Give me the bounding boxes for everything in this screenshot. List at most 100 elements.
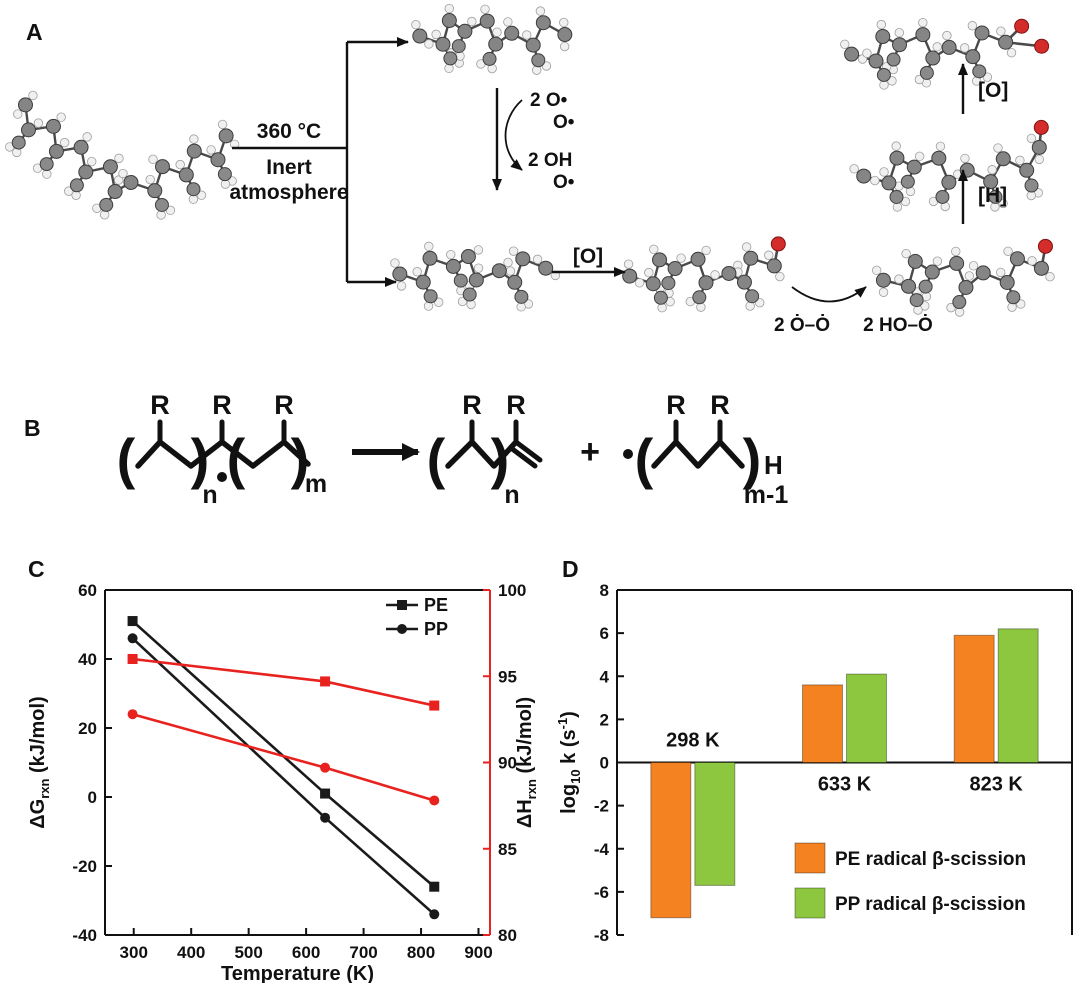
x-tick-label: 300 <box>120 943 148 962</box>
carbon-atom <box>907 253 923 269</box>
backbone-zigzag <box>445 439 519 469</box>
carbon-atom <box>972 64 987 79</box>
carbon-atom <box>844 46 860 62</box>
hydrogen-atom <box>968 261 979 271</box>
carbon-atom <box>889 150 905 166</box>
hydrogen-atom <box>701 245 711 256</box>
hydrogen-atom <box>433 297 444 307</box>
carbon-atom <box>915 27 931 43</box>
carbon-atom <box>488 36 504 52</box>
data-point-marker-square <box>397 600 407 610</box>
r-group-label: R <box>666 390 686 420</box>
carbon-atom <box>457 23 473 39</box>
carbon-atom <box>178 167 194 183</box>
pyrolysis-temperature-label: 360 °C <box>257 120 321 143</box>
hydrogen-atom <box>492 27 502 37</box>
x-tick-label: 400 <box>177 943 205 962</box>
carbon-atom <box>949 255 965 271</box>
carbon-layer <box>875 251 1049 310</box>
hydrogen-atom <box>840 39 850 49</box>
carbon-atom <box>690 251 706 267</box>
carbon-atom <box>941 39 957 55</box>
carbon-atom <box>20 122 36 138</box>
hydrogen-atom <box>508 246 519 256</box>
hydrogenation-label: [H] <box>978 184 1007 207</box>
hydrogen-atom <box>1034 154 1044 165</box>
hydrogen-atom <box>964 271 975 281</box>
carbon-atom <box>881 175 897 191</box>
x-tick-label: 700 <box>349 943 377 962</box>
hydrogen-atom <box>473 263 484 273</box>
molecule-polypropylene-chain <box>5 90 240 220</box>
carbon-atom <box>39 157 54 172</box>
subscript-n: n <box>504 481 519 509</box>
hydrogen-atom <box>1003 246 1013 256</box>
legend-swatch <box>794 842 826 874</box>
oxygen-layer <box>1033 119 1049 135</box>
y-axis-title: ΔGrxn (kJ/mol) <box>27 696 52 828</box>
hydrogen-atom <box>114 153 124 164</box>
carbon-atom <box>453 273 468 288</box>
carbon-atom <box>935 189 950 204</box>
panel-d-label: D <box>562 556 579 582</box>
left-tick-label: 0 <box>88 788 97 807</box>
peroxyl-in-label-line1: 2 O• <box>530 90 568 111</box>
r-group-label: R <box>462 390 482 420</box>
hydrogen-atom <box>696 302 706 312</box>
hydrogen-atom <box>676 253 686 263</box>
series-line-PE-right <box>132 657 435 707</box>
hydrogen-atom <box>1006 47 1017 58</box>
carbon-atom <box>17 97 33 113</box>
right-tick-label: 80 <box>498 926 517 945</box>
tspan-shape: rxn <box>524 779 539 799</box>
hydrogen-atom <box>535 6 546 16</box>
hydrogen-atom <box>1045 272 1055 282</box>
y-tick-label: 2 <box>600 710 609 729</box>
tspan-shape: ) <box>558 711 580 718</box>
oxygen-layer <box>1014 18 1050 54</box>
carbon-layer <box>392 249 554 304</box>
tspan-shape: ΔG <box>27 799 49 829</box>
carbon-atom <box>102 159 118 175</box>
paren-close: ) <box>291 427 310 490</box>
carbon-atom <box>924 264 940 280</box>
carbon-atom <box>415 274 431 290</box>
x-tick-label: 900 <box>464 943 492 962</box>
y-tick-label: -4 <box>594 840 610 859</box>
product-radical: ( R R ) H m-1 <box>623 390 788 509</box>
hydrogen-atom <box>764 250 774 260</box>
hydrogen-atom <box>412 267 422 277</box>
carbon-atom <box>107 184 123 200</box>
panel-a-reaction-scheme: A 360 °C Inert atmosphere 2 O• O• 2 OH O… <box>5 3 1055 336</box>
carbon-atom <box>186 182 201 197</box>
hydrogen-atom <box>887 76 897 86</box>
hydrogen-atom <box>649 244 659 255</box>
hydrogen-atom <box>148 154 158 165</box>
hydrogen-atom <box>28 90 38 101</box>
hydrogen-atom <box>932 256 943 266</box>
hydrogen-atom <box>894 28 904 38</box>
carbon-atom <box>875 272 891 288</box>
data-point-marker-circle <box>429 795 440 806</box>
carbon-atom <box>667 261 683 277</box>
carbon-atom <box>507 274 523 290</box>
hydrogen-atom <box>156 210 166 220</box>
hydrogen-layer <box>411 3 570 75</box>
oxygen-atom <box>1034 38 1050 54</box>
product-alkene: R R ( ) n <box>427 390 543 509</box>
oxygen-atom <box>1014 18 1030 34</box>
hydrogen-atom <box>189 134 199 144</box>
radical-dot <box>217 472 227 482</box>
carbon-atom <box>1009 251 1025 267</box>
r-group-label: R <box>274 390 294 420</box>
hydrogen-atom <box>467 16 477 27</box>
carbon-atom <box>186 143 202 159</box>
carbon-atom <box>692 290 707 305</box>
left-tick-label: 40 <box>78 650 97 669</box>
left-tick-label: -20 <box>72 857 97 876</box>
double-bond-line <box>513 439 543 463</box>
hydrogen-atom <box>424 241 434 252</box>
hydrogen-atom <box>473 245 484 255</box>
reactant-macroradical: R R R ( ) n ( ) m <box>117 390 327 509</box>
oxidation-label-2: [O] <box>978 79 1008 102</box>
